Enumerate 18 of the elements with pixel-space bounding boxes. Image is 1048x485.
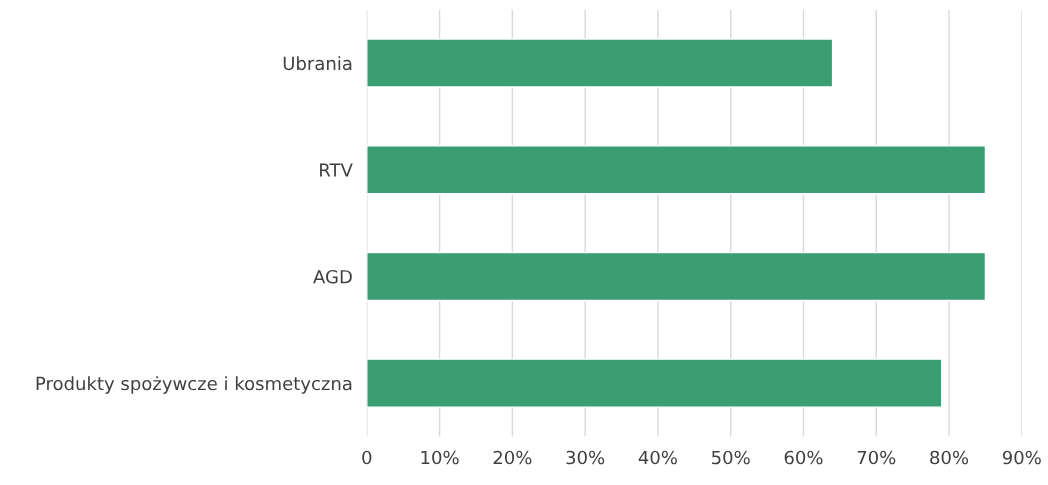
bar: [366, 251, 987, 302]
y-tick-label: Produkty spożywcze i kosmetyczna: [36, 376, 352, 394]
x-tick-label: 0: [362, 450, 372, 465]
x-tick-label: 20%: [493, 450, 532, 465]
y-tick-label: Ubrania: [283, 56, 352, 71]
x-tick-label: 80%: [930, 450, 969, 465]
y-tick-label: AGD: [313, 269, 352, 284]
x-tick-label: 60%: [784, 450, 823, 465]
x-tick-label: 10%: [421, 450, 459, 465]
x-tick-label: 30%: [566, 450, 605, 465]
x-tick-label: 40%: [638, 450, 677, 465]
x-tick-label: 70%: [857, 450, 896, 465]
x-tick-label: 50%: [712, 450, 750, 465]
bar: [366, 358, 943, 408]
x-tick-label: 90%: [1002, 450, 1041, 465]
y-tick-label: RTV: [320, 163, 353, 177]
bar: [366, 38, 834, 88]
bar: [366, 145, 987, 195]
